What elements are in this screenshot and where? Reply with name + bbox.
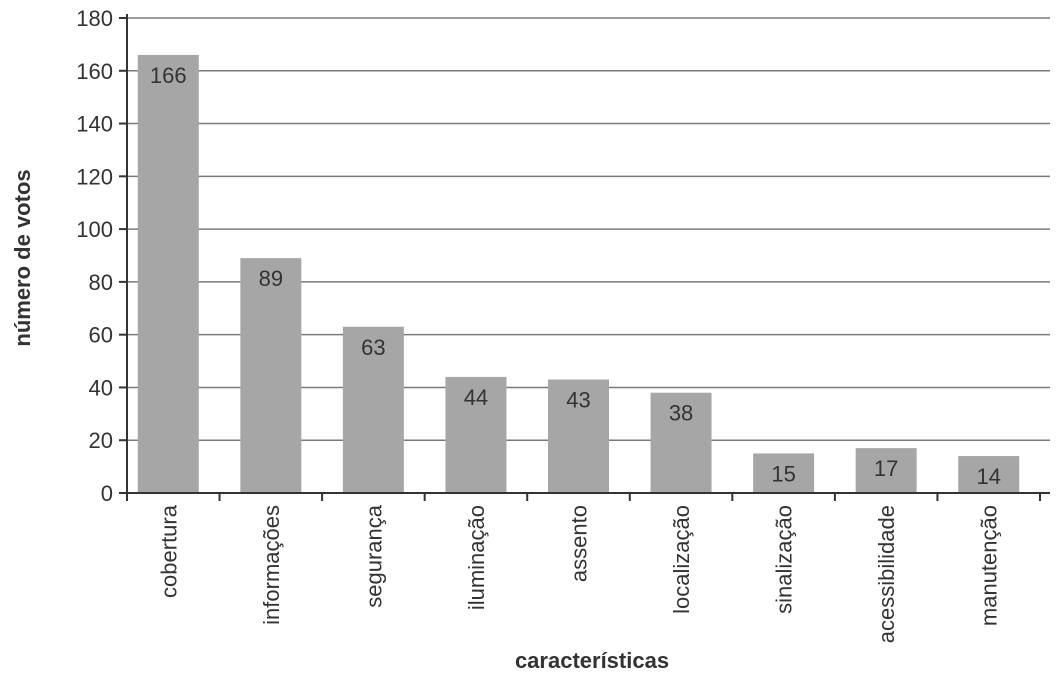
- x-axis-title: características: [515, 648, 669, 673]
- y-axis-title: número de votos: [10, 169, 35, 346]
- y-tick-label: 160: [76, 59, 113, 84]
- y-tick-label: 0: [101, 481, 113, 506]
- data-label: 15: [771, 461, 795, 486]
- data-label: 17: [874, 456, 898, 481]
- axes: [119, 14, 1050, 501]
- data-label: 166: [150, 63, 187, 88]
- data-label: 89: [259, 266, 283, 291]
- y-tick-label: 60: [89, 323, 113, 348]
- category-label: segurança: [361, 504, 386, 608]
- category-label: localização: [669, 505, 694, 614]
- data-label: 43: [566, 388, 590, 413]
- y-tick-label: 120: [76, 164, 113, 189]
- category-label: manutenção: [977, 505, 1002, 626]
- data-label: 14: [976, 464, 1000, 489]
- bar-informações: [240, 258, 302, 493]
- category-label: informações: [259, 505, 284, 625]
- category-label: iluminação: [464, 505, 489, 610]
- data-label: 38: [669, 401, 693, 426]
- y-tick-label: 100: [76, 217, 113, 242]
- y-tick-label: 180: [76, 6, 113, 31]
- bar-iluminação: [445, 376, 507, 493]
- bar-assento: [548, 379, 609, 493]
- category-label: acessibilidade: [874, 505, 899, 643]
- y-tick-label: 40: [89, 375, 113, 400]
- bar-localização: [650, 392, 712, 493]
- y-tick-label: 140: [76, 112, 113, 137]
- category-label: cobertura: [156, 504, 181, 598]
- category-label: sinalização: [772, 505, 797, 614]
- category-label: assento: [567, 505, 592, 582]
- bar-sinalização: [753, 453, 815, 493]
- y-tick-label: 80: [89, 270, 113, 295]
- data-label: 44: [464, 385, 488, 410]
- bar-manutenção: [958, 456, 1020, 493]
- bars: [137, 54, 1020, 493]
- bar-segurança: [342, 326, 404, 493]
- bar-cobertura: [137, 54, 199, 493]
- bar-acessibilidade: [855, 448, 917, 493]
- data-label: 63: [361, 335, 385, 360]
- labels: 0 20 40 60 80 100 120 140 160 180 166 cobertura 89 in…: [76, 6, 1001, 643]
- y-tick-label: 20: [89, 428, 113, 453]
